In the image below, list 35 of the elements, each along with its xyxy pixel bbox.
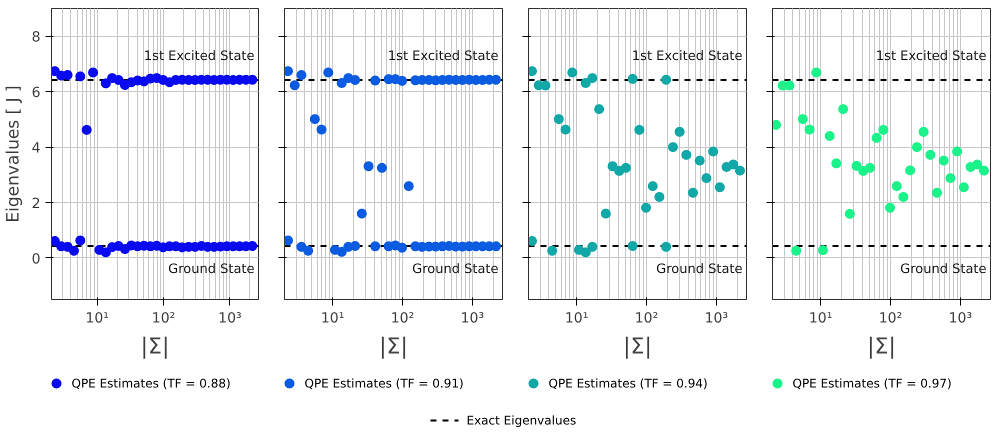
x-tick-label: 10³: [948, 310, 972, 326]
legend-label: QPE Estimates (TF = 0.97): [792, 376, 952, 390]
x-tick-label: 10²: [878, 310, 902, 326]
x-tick-label: 10²: [390, 310, 414, 326]
x-tick-label: 10¹: [85, 310, 109, 326]
x-tick-label: 10¹: [320, 310, 344, 326]
y-tick-label: 0: [32, 251, 41, 268]
ref-line-label: Ground State: [900, 262, 987, 278]
ref-line-label: 1st Excited State: [876, 49, 987, 64]
y-axis-title: Eigenvalues [ J ]: [4, 85, 24, 223]
ref-line-label: 1st Excited State: [632, 49, 743, 64]
legend-label: QPE Estimates (TF = 0.94): [548, 376, 708, 390]
x-axis-title: |Σ|: [623, 334, 652, 360]
x-axis-title: |Σ|: [140, 334, 170, 360]
y-tick-label: 8: [32, 30, 41, 46]
text: Exact Eigenvalues: [466, 414, 576, 428]
y-tick-label: 4: [32, 140, 41, 157]
legend-label: QPE Estimates (TF = 0.88): [72, 376, 231, 390]
x-axis-title: |Σ|: [867, 334, 896, 360]
ref-line-label: Ground State: [656, 262, 743, 278]
x-tick-label: 10²: [152, 310, 176, 326]
ref-line-label: Ground State: [412, 262, 499, 278]
x-tick-label: 10¹: [808, 310, 832, 326]
x-tick-label: 10³: [460, 310, 484, 326]
ref-line-label: 1st Excited State: [388, 49, 499, 64]
y-tick-label: 6: [32, 85, 41, 102]
y-tick-label: 2: [32, 196, 41, 212]
legend-label: QPE Estimates (TF = 0.91): [304, 376, 464, 390]
x-tick-label: 10²: [634, 310, 658, 326]
x-axis-title: |Σ|: [379, 334, 408, 360]
x-tick-label: 10³: [704, 310, 728, 326]
ref-line-label: 1st Excited State: [144, 49, 255, 64]
x-tick-label: 10¹: [564, 310, 588, 326]
ref-line-label: Ground State: [168, 262, 255, 278]
x-tick-label: 10³: [218, 310, 242, 326]
